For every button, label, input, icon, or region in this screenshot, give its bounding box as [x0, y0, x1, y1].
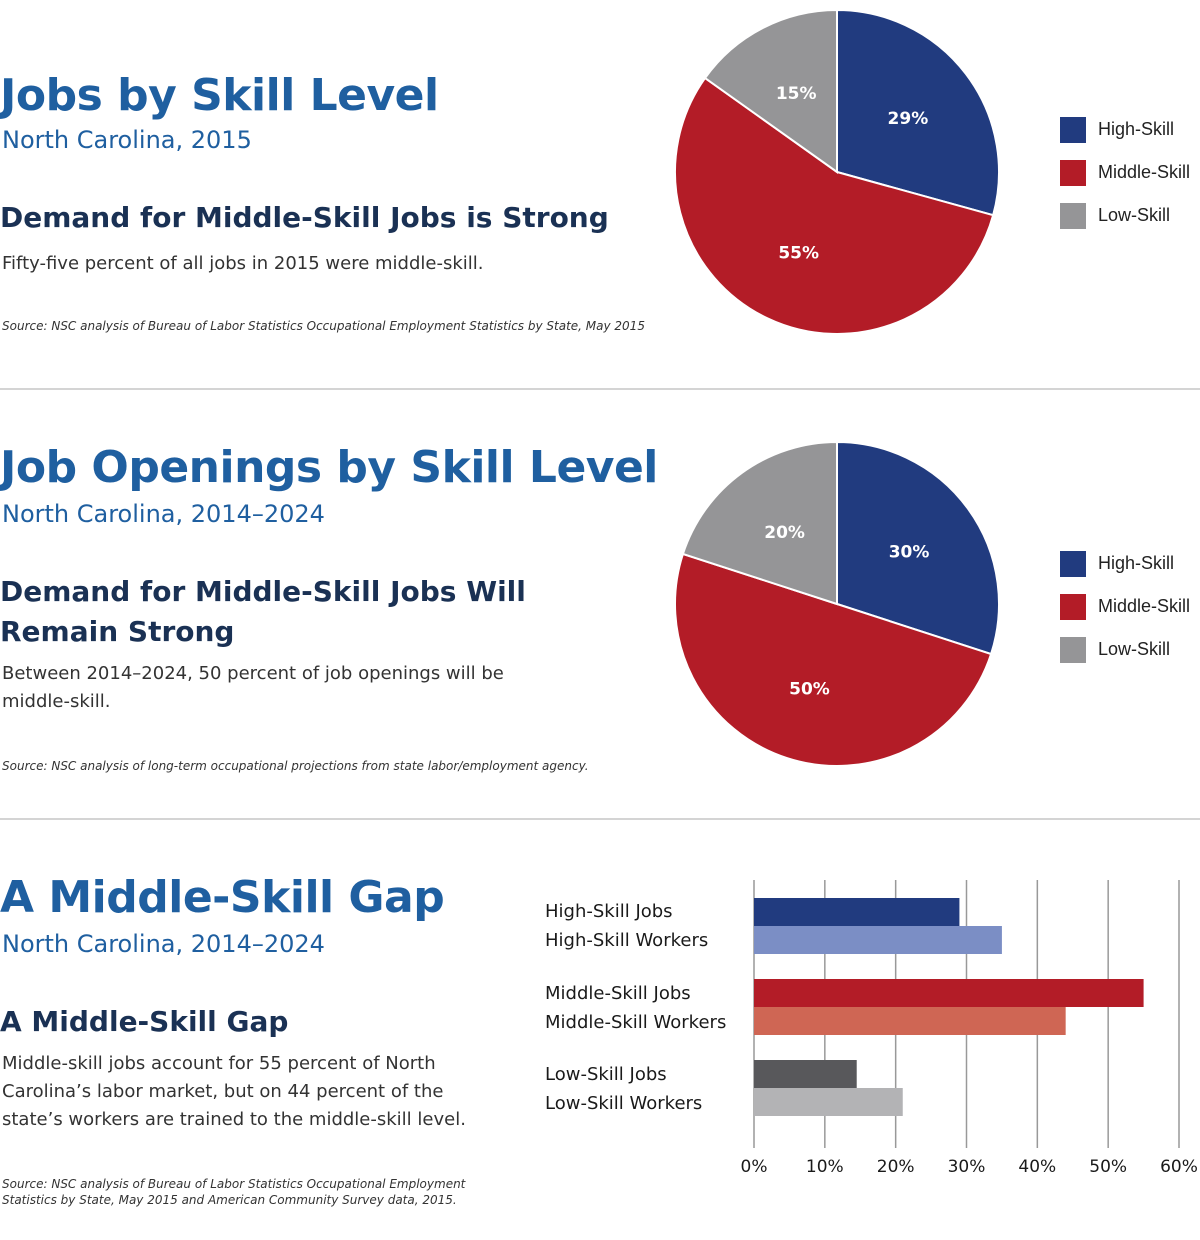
bar-low-workers: [754, 1088, 903, 1116]
gap-section: A Middle-Skill Gap North Carolina, 2014–…: [0, 820, 1200, 1240]
jobs-body: Fifty-five percent of all jobs in 2015 w…: [2, 253, 484, 274]
bar-label-high-workers: High-Skill Workers: [545, 930, 709, 951]
gap-body-line2: Carolina’s labor market, but on 44 perce…: [2, 1081, 444, 1102]
legend-item-middle: Middle-Skill: [1060, 594, 1200, 620]
x-tick-label: 0%: [741, 1157, 768, 1177]
pie-label-high: 29%: [888, 109, 929, 129]
legend-swatch-high: [1060, 117, 1086, 143]
x-tick-label: 40%: [1018, 1157, 1056, 1177]
bar-label-low-workers: Low-Skill Workers: [545, 1093, 703, 1114]
bar-label-middle-jobs: Middle-Skill Jobs: [545, 983, 691, 1004]
gap-title: A Middle-Skill Gap: [0, 872, 445, 923]
gap-subtitle: North Carolina, 2014–2024: [2, 930, 325, 958]
openings-section: Job Openings by Skill Level North Caroli…: [0, 390, 1200, 818]
bar-high-jobs: [754, 898, 960, 926]
x-tick-label: 10%: [806, 1157, 844, 1177]
pie-slice-middle: [674, 552, 993, 767]
bar-label-middle-workers: Middle-Skill Workers: [545, 1012, 727, 1033]
openings-heading-line1: Demand for Middle-Skill Jobs Will: [0, 575, 526, 608]
x-tick-label: 30%: [948, 1157, 986, 1177]
openings-heading: Demand for Middle-Skill Jobs Will Remain…: [0, 572, 620, 652]
gap-body: Middle-skill jobs account for 55 percent…: [2, 1050, 466, 1134]
gap-body-line1: Middle-skill jobs account for 55 percent…: [2, 1053, 436, 1074]
x-tick-label: 60%: [1160, 1157, 1198, 1177]
openings-pie-chart: 30% 50% 20%: [674, 440, 1000, 767]
openings-source: Source: NSC analysis of long-term occupa…: [2, 759, 589, 773]
legend-label-high: High-Skill: [1098, 553, 1175, 573]
openings-body: Between 2014–2024, 50 percent of job ope…: [2, 660, 504, 716]
pie-slice-high: [836, 8, 1000, 217]
jobs-title: Jobs by Skill Level: [0, 70, 439, 121]
legend-label-low: Low-Skill: [1098, 639, 1171, 659]
legend-swatch-low: [1060, 203, 1086, 229]
gap-heading: A Middle-Skill Gap: [0, 1005, 289, 1038]
jobs-heading: Demand for Middle-Skill Jobs is Strong: [0, 201, 609, 234]
pie-label-high: 30%: [889, 543, 930, 563]
legend-swatch-high: [1060, 551, 1086, 577]
divider-1: [0, 388, 1200, 390]
pie-slice-high: [836, 440, 1000, 656]
legend-swatch-low: [1060, 637, 1086, 663]
skill-gap-bar-chart: 0% 10% 20% 30% 40% 50% 60%: [741, 880, 1198, 1177]
pie-label-middle: 55%: [778, 243, 819, 263]
pie-slice-middle: [674, 76, 995, 335]
legend-label-middle: Middle-Skill: [1098, 596, 1191, 616]
legend-label-middle: Middle-Skill: [1098, 162, 1191, 182]
jobs-source: Source: NSC analysis of Bureau of Labor …: [2, 319, 645, 333]
legend-item-low: Low-Skill: [1060, 637, 1200, 663]
x-tick-label: 50%: [1089, 1157, 1127, 1177]
jobs-subtitle: North Carolina, 2015: [2, 126, 252, 154]
divider-2: [0, 818, 1200, 820]
x-tick-label: 20%: [877, 1157, 915, 1177]
openings-title: Job Openings by Skill Level: [0, 442, 658, 493]
legend-item-high: High-Skill: [1060, 117, 1200, 143]
bar-low-jobs: [754, 1060, 857, 1088]
openings-body-line1: Between 2014–2024, 50 percent of job ope…: [2, 663, 504, 684]
pie-label-middle: 50%: [789, 680, 830, 700]
bar-label-low-jobs: Low-Skill Jobs: [545, 1064, 667, 1085]
bar-middle-workers: [754, 1007, 1066, 1035]
jobs-section: Jobs by Skill Level North Carolina, 2015…: [0, 0, 1200, 390]
pie-slice-low: [703, 8, 838, 174]
openings-body-line2: middle-skill.: [2, 691, 111, 712]
openings-heading-line2: Remain Strong: [0, 615, 235, 648]
legend-swatch-middle: [1060, 160, 1086, 186]
pie-label-low: 20%: [764, 523, 805, 543]
gap-source-line2: Statistics by State, May 2015 and Americ…: [2, 1193, 457, 1207]
pie-label-low: 15%: [776, 84, 817, 104]
legend-item-low: Low-Skill: [1060, 203, 1200, 229]
legend-swatch-middle: [1060, 594, 1086, 620]
legend-item-middle: Middle-Skill: [1060, 160, 1200, 186]
jobs-pie-chart: 29% 55% 15%: [674, 8, 1000, 335]
legend-label-low: Low-Skill: [1098, 205, 1171, 225]
openings-subtitle: North Carolina, 2014–2024: [2, 500, 325, 528]
gap-source: Source: NSC analysis of Bureau of Labor …: [2, 1176, 465, 1208]
pie-slice-low: [681, 440, 838, 606]
legend-label-high: High-Skill: [1098, 119, 1175, 139]
legend-item-high: High-Skill: [1060, 551, 1200, 577]
gap-body-line3: state’s workers are trained to the middl…: [2, 1109, 466, 1130]
gap-source-line1: Source: NSC analysis of Bureau of Labor …: [2, 1177, 466, 1191]
bar-middle-jobs: [754, 979, 1144, 1007]
bar-high-workers: [754, 926, 1002, 954]
bar-label-high-jobs: High-Skill Jobs: [545, 901, 673, 922]
